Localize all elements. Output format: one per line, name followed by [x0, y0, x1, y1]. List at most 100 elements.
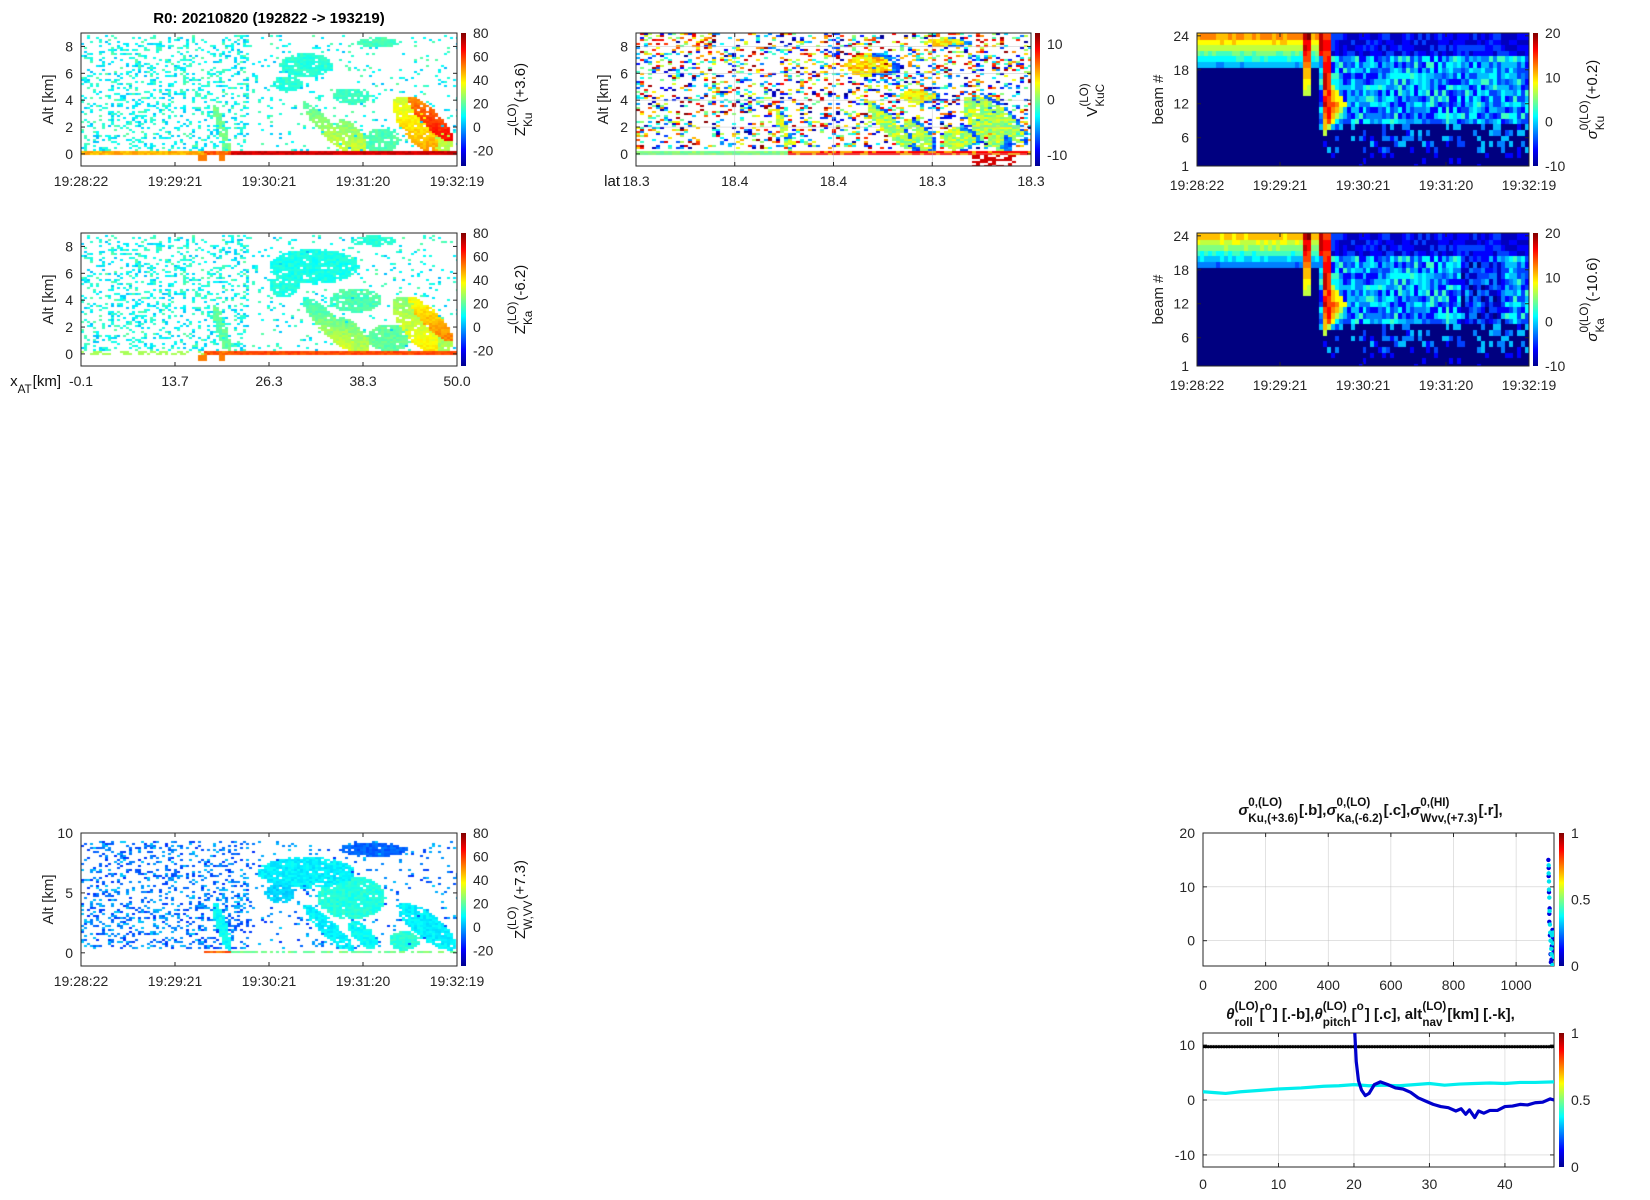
y-tick-label: 0 — [1187, 933, 1195, 949]
series-marker-alt_nav — [1529, 1045, 1533, 1049]
series-marker-alt_nav — [1513, 1045, 1517, 1049]
x-tick-label: 19:32:19 — [430, 173, 485, 189]
series-marker-alt_nav — [1338, 1045, 1342, 1049]
colorbar-label-group: V(LO) KuC — [1078, 83, 1107, 116]
label-text: (+0.2) — [1584, 60, 1601, 100]
series-marker-alt_nav — [1256, 1045, 1261, 1049]
colorbar-tick-label: 60 — [473, 49, 489, 65]
axes-box — [1196, 32, 1530, 167]
colorbar-tick-label: 40 — [473, 272, 489, 288]
colorbar-tick-label: -10 — [1047, 147, 1067, 163]
series-marker-alt_nav — [1325, 1045, 1329, 1049]
y-tick-label: 2 — [620, 119, 628, 135]
series-marker-alt_nav — [1375, 1045, 1379, 1049]
label-text: Z — [512, 325, 529, 334]
colorbar-tick-label: -20 — [473, 343, 493, 359]
x-tick-label: 10 — [1271, 1176, 1287, 1192]
series-marker-alt_nav — [1280, 1045, 1284, 1049]
colorbar — [1533, 33, 1538, 166]
ku-axes — [80, 32, 458, 167]
y-tick-label: 6 — [65, 65, 73, 81]
colorbar-label-group: Z(LO) Ku (+3.6) — [506, 63, 535, 136]
series-marker-alt_nav — [1402, 1045, 1406, 1049]
y-axis-label: Alt [km] — [595, 74, 612, 124]
series-marker-alt_nav — [1386, 1045, 1390, 1049]
series-marker-alt_nav — [1243, 1045, 1247, 1049]
series-marker-alt_nav — [1431, 1045, 1435, 1049]
y-tick-label: 18 — [1173, 62, 1189, 78]
series-marker-alt_nav — [1388, 1045, 1393, 1049]
series-marker-alt_nav — [1312, 1045, 1316, 1049]
colorbar-tick-label: 60 — [473, 849, 489, 865]
series-marker-alt_nav — [1531, 1045, 1535, 1049]
colorbar — [461, 33, 466, 166]
series-marker-alt_nav — [1349, 1045, 1353, 1049]
y-axis-label-group: Alt [km] — [40, 274, 57, 324]
x-tick-label: 19:28:22 — [54, 173, 109, 189]
series-marker-alt_nav — [1322, 1045, 1327, 1049]
colorbar-tick-label: 0 — [1545, 114, 1553, 130]
series-marker-alt_nav — [1462, 1045, 1467, 1049]
colorbar-label: Z(LO) Ka (-6.2) — [506, 265, 535, 334]
series-marker-alt_nav — [1455, 1045, 1459, 1049]
series-marker-alt_nav — [1367, 1045, 1372, 1049]
x-tick-label: 19:32:19 — [1502, 177, 1557, 193]
scatter-point-Ka — [1547, 895, 1552, 900]
series-line-roll — [1353, 1033, 1554, 1120]
series-marker-alt_nav — [1407, 1045, 1411, 1049]
series-marker-alt_nav — [1235, 1045, 1239, 1049]
label-text: [km] [.-k], — [1447, 1006, 1515, 1023]
series-marker-alt_nav — [1262, 1045, 1266, 1049]
series-marker-alt_nav — [1550, 1045, 1554, 1049]
series-marker-alt_nav — [1497, 1045, 1501, 1049]
ku-heatmap-image — [81, 33, 457, 166]
label-text: Z — [512, 127, 529, 136]
series-marker-alt_nav — [1359, 1045, 1364, 1049]
y-axis-label: Alt [km] — [40, 274, 57, 324]
series-marker-alt_nav — [1373, 1045, 1377, 1049]
series-marker-alt_nav — [1301, 1045, 1305, 1049]
x-tick-label: 19:28:22 — [1170, 377, 1225, 393]
label-text: σ — [1584, 332, 1601, 342]
label-superscript: (LO) — [506, 302, 519, 325]
series-marker-alt_nav — [1391, 1045, 1395, 1049]
x-tick-label: 40 — [1497, 1176, 1513, 1192]
bku-axes — [1196, 32, 1530, 167]
y-tick-label: 0 — [65, 945, 73, 961]
series-marker-alt_nav — [1362, 1045, 1366, 1049]
y-axis-label: beam # — [1150, 74, 1167, 125]
series-marker-alt_nav — [1299, 1045, 1303, 1049]
series-marker-alt_nav — [1499, 1045, 1504, 1049]
scatter-point-Ka — [1548, 946, 1554, 951]
colorbar-tick-label: 80 — [473, 25, 489, 41]
series-marker-alt_nav — [1505, 1045, 1509, 1049]
series-marker-alt_nav — [1238, 1045, 1242, 1049]
series-marker-alt_nav — [1518, 1045, 1522, 1049]
colorbar-label-group: σ0(LO) Ku (+0.2) — [1578, 60, 1607, 140]
series-marker-alt_nav — [1275, 1045, 1279, 1049]
plot-data — [1203, 1033, 1554, 1120]
colorbar-tick-label: 0 — [1047, 92, 1055, 108]
colorbar-label: σ0(LO) Ka (-10.6) — [1578, 257, 1607, 341]
label-text: [.b], — [1299, 802, 1327, 819]
series-marker-alt_nav — [1270, 1045, 1274, 1049]
colorbar — [1035, 33, 1040, 166]
colorbar-tick-label: 20 — [473, 296, 489, 312]
series-marker-alt_nav — [1468, 1045, 1472, 1049]
series-marker-alt_nav — [1330, 1045, 1335, 1049]
series-marker-alt_nav — [1320, 1045, 1324, 1049]
x-tick-label: 19:31:20 — [336, 173, 391, 189]
axes-box — [80, 32, 458, 167]
series-line-pitch — [1203, 1080, 1554, 1096]
series-marker-alt_nav — [1315, 1045, 1319, 1049]
x-tick-label: 1000 — [1501, 977, 1532, 993]
colorbar — [1559, 833, 1564, 966]
series-marker-alt_nav — [1396, 1045, 1401, 1049]
label-superscript: (LO) — [506, 103, 519, 126]
x-tick-label: 18.3 — [919, 173, 946, 189]
scatter-point-Ka — [1547, 922, 1553, 927]
label-subscript: Wvv,(+7.3) — [1420, 812, 1477, 825]
series-marker-alt_nav — [1204, 1045, 1208, 1049]
label-text: ] [.c], alt — [1365, 1006, 1423, 1023]
colorbar-tick-label: 0 — [1571, 1159, 1579, 1175]
